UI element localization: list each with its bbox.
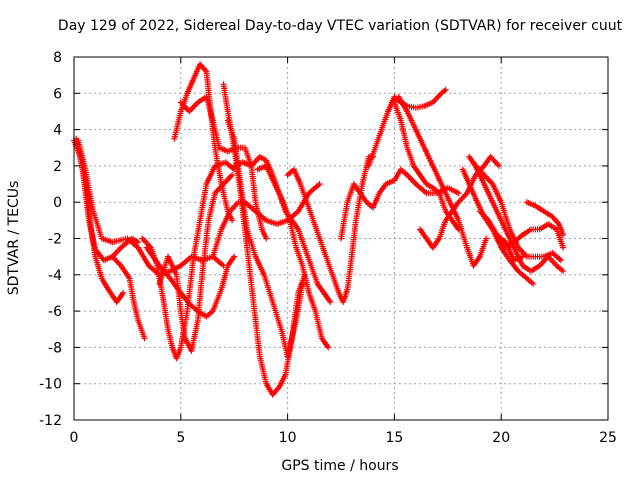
series-sat-q — [365, 86, 449, 169]
series-sat-f — [156, 172, 236, 354]
y-tick-label: -12 — [39, 413, 62, 429]
y-tick-label: 0 — [53, 195, 62, 211]
data-point-markers — [224, 117, 306, 360]
y-tick-label: -8 — [48, 340, 62, 356]
series-sat-w — [470, 159, 567, 275]
y-tick-label: 2 — [53, 159, 62, 175]
data-point-markers — [523, 199, 567, 238]
data-point-markers — [177, 93, 270, 242]
data-point-markers — [143, 244, 238, 320]
y-tick-label: 6 — [53, 86, 62, 102]
data-point-markers — [365, 86, 449, 169]
series-sat-z — [476, 208, 526, 264]
data-point-markers — [476, 208, 526, 264]
series-sat-c — [109, 253, 148, 342]
y-axis-label: SDTVAR / TECUs — [6, 181, 22, 296]
data-point-markers — [284, 153, 376, 305]
y-tick-label: -6 — [48, 304, 62, 320]
x-axis-label: GPS time / hours — [281, 458, 398, 474]
series-sat-n — [254, 162, 332, 351]
x-tick-label: 0 — [70, 430, 79, 446]
data-point-markers — [254, 162, 332, 351]
data-layer — [71, 61, 567, 398]
x-tick-label: 10 — [279, 430, 297, 446]
data-point-markers — [470, 159, 567, 275]
y-tick-label: 4 — [53, 123, 62, 139]
tick-layer: 0 5 10 15 20 25 -12 -10 -8 -6 -4 -2 0 2 4 6 8 — [39, 50, 617, 446]
data-point-markers — [395, 93, 490, 269]
data-point-markers — [493, 221, 567, 251]
series-sat-i — [177, 93, 270, 242]
chart-title: Day 129 of 2022, Sidereal Day-to-day VTE… — [58, 18, 623, 34]
y-tick-label: -4 — [48, 268, 62, 284]
series-sat-s — [395, 93, 490, 269]
y-tick-label: -10 — [39, 377, 62, 393]
data-point-markers — [156, 172, 236, 354]
series-sat-k — [224, 117, 306, 360]
series-sat-g — [143, 244, 238, 320]
x-tick-label: 20 — [492, 430, 510, 446]
x-tick-label: 25 — [599, 430, 617, 446]
x-tick-label: 15 — [385, 430, 403, 446]
y-tick-label: -2 — [48, 232, 62, 248]
y-tick-label: 8 — [53, 50, 62, 66]
x-tick-label: 5 — [176, 430, 185, 446]
data-point-markers — [109, 253, 148, 342]
series-sat-o — [284, 153, 376, 305]
series-sat-x — [493, 221, 567, 251]
series-sat-y — [523, 199, 567, 238]
